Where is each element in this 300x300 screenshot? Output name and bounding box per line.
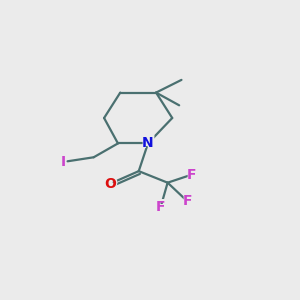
Text: O: O — [104, 177, 116, 191]
Text: N: N — [140, 134, 155, 152]
Text: F: F — [186, 166, 198, 184]
Text: F: F — [181, 192, 194, 210]
Text: F: F — [182, 194, 192, 208]
Text: N: N — [142, 136, 154, 150]
Text: I: I — [61, 155, 66, 169]
Text: O: O — [102, 175, 118, 193]
Text: F: F — [154, 198, 167, 216]
Text: F: F — [156, 200, 165, 214]
Text: I: I — [60, 153, 67, 171]
Text: F: F — [187, 168, 196, 182]
